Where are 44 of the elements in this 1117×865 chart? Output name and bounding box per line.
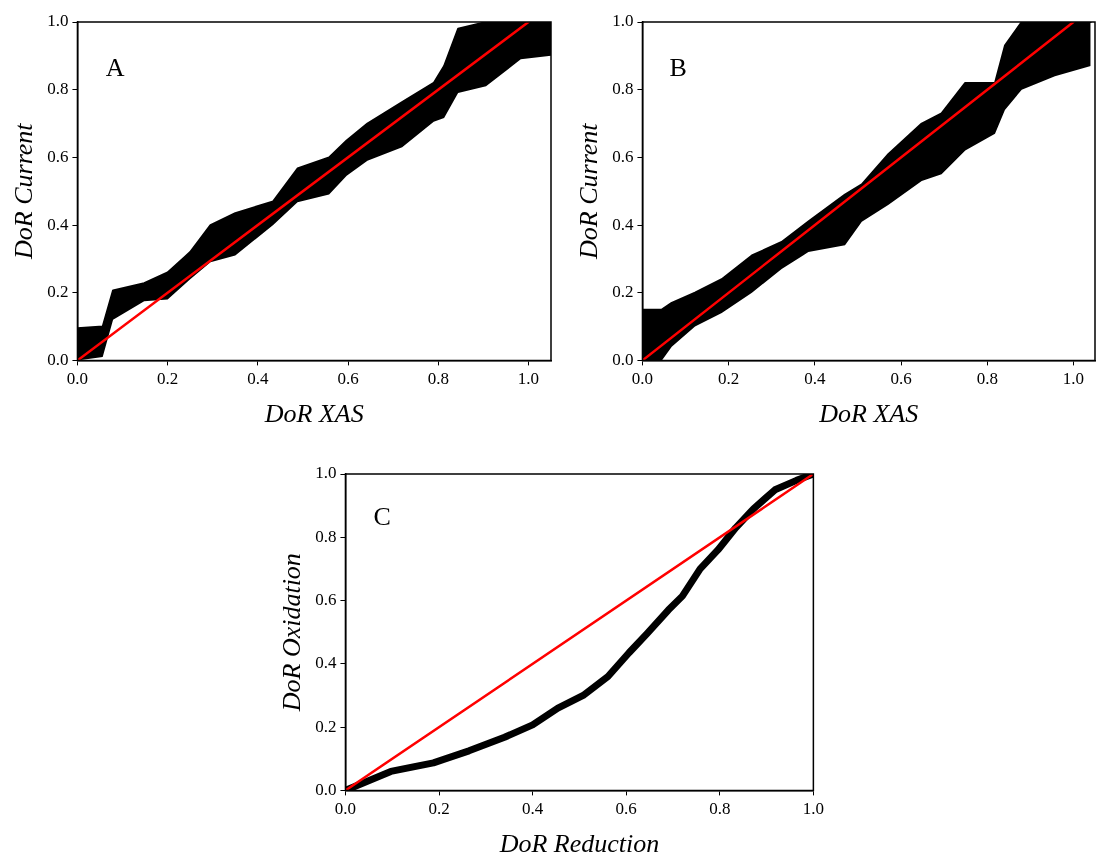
y-tick-label: 1.0 [612,11,634,31]
x-tick-label: 0.2 [718,369,740,389]
x-tick-label: 0.4 [247,369,269,389]
y-tick-label: 0.8 [47,79,69,99]
y-tick-label: 0.4 [315,653,337,673]
y-tick-label: 0.2 [47,282,69,302]
y-axis-title: DoR Oxidation [277,553,307,713]
y-tick-label: 0.6 [315,590,337,610]
x-tick-label: 0.0 [66,369,89,389]
annotation: B [669,52,687,82]
x-axis-title: DoR XAS [263,399,364,429]
x-tick-label: 0.4 [521,799,544,819]
y-tick-label: 1.0 [47,11,69,31]
x-tick-label: 1.0 [802,799,824,819]
x-tick-label: 0.2 [157,369,179,389]
x-tick-label: 0.0 [631,369,654,389]
y-tick-label: 0.8 [612,79,634,99]
x-tick-label: 0.8 [709,799,731,819]
x-tick-label: 0.8 [427,369,449,389]
x-tick-label: 0.6 [890,369,912,389]
y-tick-label: 0.4 [47,214,69,234]
y-tick-label: 0.0 [315,779,337,799]
y-axis-title: DoR Current [9,122,39,260]
annotation: A [105,52,125,82]
y-tick-label: 0.0 [612,349,634,369]
x-tick-label: 0.8 [976,369,998,389]
y-tick-label: 0.6 [47,146,69,166]
x-tick-label: 0.4 [804,369,826,389]
x-tick-label: 0.2 [428,799,450,819]
y-axis-title: DoR Current [574,122,604,260]
y-tick-label: 0.6 [612,146,634,166]
x-tick-label: 0.0 [334,799,357,819]
x-axis-title: DoR XAS [818,399,919,429]
y-tick-label: 0.2 [612,282,634,302]
y-tick-label: 0.2 [315,716,337,736]
x-tick-label: 0.6 [337,369,359,389]
y-tick-label: 0.4 [612,214,634,234]
y-tick-label: 0.0 [47,349,69,369]
annotation: C [373,502,391,532]
x-axis-title: DoR Reduction [498,829,660,859]
x-tick-label: 1.0 [1062,369,1085,389]
y-tick-label: 1.0 [315,463,337,483]
x-tick-label: 1.0 [517,369,540,389]
y-tick-label: 0.8 [315,526,337,546]
